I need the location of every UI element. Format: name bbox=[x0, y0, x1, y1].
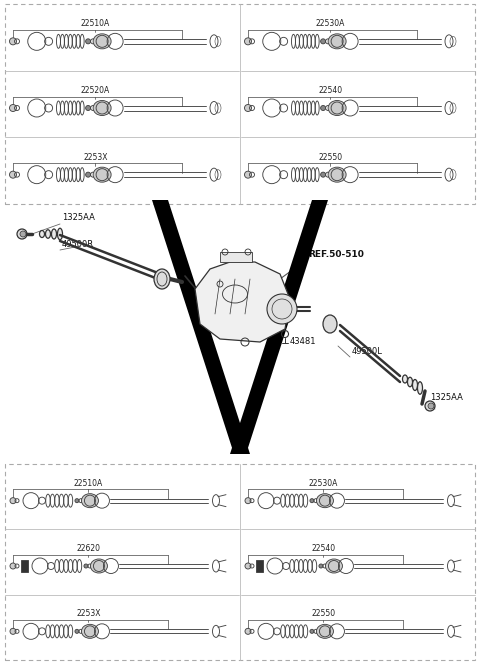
Circle shape bbox=[85, 39, 91, 44]
Text: 49500R: 49500R bbox=[62, 240, 94, 249]
Circle shape bbox=[267, 294, 297, 324]
Circle shape bbox=[10, 497, 16, 504]
Text: 22520A: 22520A bbox=[81, 86, 110, 95]
Text: 22530A: 22530A bbox=[315, 19, 345, 29]
Circle shape bbox=[17, 229, 27, 239]
Text: 22550: 22550 bbox=[318, 153, 342, 161]
Text: 22510A: 22510A bbox=[74, 479, 103, 487]
Text: 49500L: 49500L bbox=[352, 347, 383, 356]
Circle shape bbox=[10, 563, 16, 569]
Text: 22540: 22540 bbox=[318, 86, 342, 95]
Text: 22550: 22550 bbox=[312, 610, 336, 618]
Ellipse shape bbox=[90, 559, 108, 573]
Circle shape bbox=[244, 38, 252, 45]
Polygon shape bbox=[220, 252, 252, 262]
Text: REF.50-510: REF.50-510 bbox=[308, 250, 364, 259]
Text: 43481: 43481 bbox=[290, 337, 316, 346]
Ellipse shape bbox=[328, 34, 346, 49]
Circle shape bbox=[245, 497, 251, 504]
Circle shape bbox=[244, 104, 252, 112]
Polygon shape bbox=[230, 200, 328, 454]
Ellipse shape bbox=[46, 230, 50, 238]
Ellipse shape bbox=[418, 382, 422, 394]
Circle shape bbox=[310, 499, 314, 503]
Ellipse shape bbox=[316, 493, 334, 508]
Circle shape bbox=[321, 39, 325, 44]
Ellipse shape bbox=[93, 34, 111, 49]
Circle shape bbox=[10, 171, 16, 178]
Ellipse shape bbox=[39, 230, 45, 238]
Circle shape bbox=[10, 38, 16, 45]
Circle shape bbox=[245, 628, 251, 634]
Text: 22510A: 22510A bbox=[81, 19, 110, 29]
Text: 1325AA: 1325AA bbox=[430, 393, 463, 402]
Text: 2253X: 2253X bbox=[83, 153, 108, 161]
Circle shape bbox=[10, 104, 16, 112]
Circle shape bbox=[428, 403, 434, 409]
Circle shape bbox=[425, 401, 435, 411]
Ellipse shape bbox=[328, 167, 346, 182]
Ellipse shape bbox=[51, 229, 57, 239]
Ellipse shape bbox=[82, 493, 98, 508]
Ellipse shape bbox=[328, 100, 346, 116]
Polygon shape bbox=[195, 262, 290, 342]
Polygon shape bbox=[152, 200, 250, 454]
Circle shape bbox=[245, 563, 251, 569]
Bar bbox=[5, 464, 475, 660]
Ellipse shape bbox=[316, 624, 334, 638]
Circle shape bbox=[10, 628, 16, 634]
Circle shape bbox=[85, 172, 91, 177]
Text: 2253X: 2253X bbox=[76, 610, 101, 618]
Circle shape bbox=[310, 629, 314, 633]
Ellipse shape bbox=[403, 375, 408, 383]
Ellipse shape bbox=[93, 167, 111, 182]
Circle shape bbox=[84, 564, 88, 568]
Circle shape bbox=[321, 172, 325, 177]
Text: 22540: 22540 bbox=[312, 544, 336, 553]
Circle shape bbox=[321, 106, 325, 110]
Ellipse shape bbox=[323, 315, 337, 333]
Ellipse shape bbox=[154, 269, 170, 289]
Circle shape bbox=[75, 499, 79, 503]
Ellipse shape bbox=[93, 100, 111, 116]
Bar bbox=[256, 560, 263, 572]
Ellipse shape bbox=[412, 380, 418, 390]
Ellipse shape bbox=[408, 377, 412, 386]
Ellipse shape bbox=[58, 228, 62, 240]
Text: 22620: 22620 bbox=[76, 544, 100, 553]
Text: 1325AA: 1325AA bbox=[62, 213, 95, 222]
Circle shape bbox=[75, 629, 79, 633]
Bar bbox=[21, 560, 28, 572]
Bar bbox=[5, 4, 475, 204]
Circle shape bbox=[20, 231, 26, 237]
Text: 22530A: 22530A bbox=[309, 479, 338, 487]
Ellipse shape bbox=[325, 559, 342, 573]
Ellipse shape bbox=[82, 624, 98, 638]
Circle shape bbox=[244, 171, 252, 178]
Circle shape bbox=[319, 564, 323, 568]
Circle shape bbox=[85, 106, 91, 110]
